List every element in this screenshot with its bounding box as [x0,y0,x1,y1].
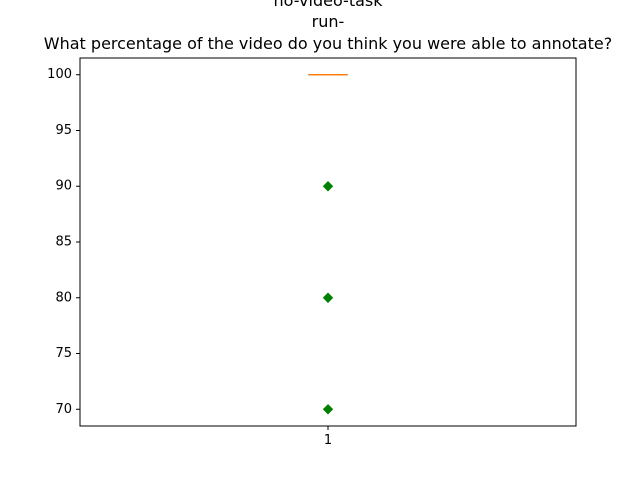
y-tick-label: 70 [55,402,72,417]
y-tick-label: 90 [55,179,72,194]
plot-area-frame [79,57,577,427]
outlier-point [322,292,334,303]
box-series [308,73,348,415]
chart-title-line: What percentage of the video do you thin… [44,34,612,53]
y-tick-label: 100 [47,67,72,82]
y-axis: 70 75 80 85 90 95 100 [47,67,80,417]
outlier-point [322,404,334,415]
y-tick-label: 85 [55,235,72,250]
x-axis: 1 [324,426,332,448]
chart-title: no-video-task run- What percentage of th… [44,0,612,53]
chart-title-line: run- [312,12,345,31]
x-tick-label: 1 [324,433,332,448]
y-tick-label: 95 [55,123,72,138]
chart-title-line: no-video-task [273,0,383,10]
y-tick-label: 75 [55,346,72,361]
outlier-point [322,181,334,192]
y-tick-label: 80 [55,290,72,305]
